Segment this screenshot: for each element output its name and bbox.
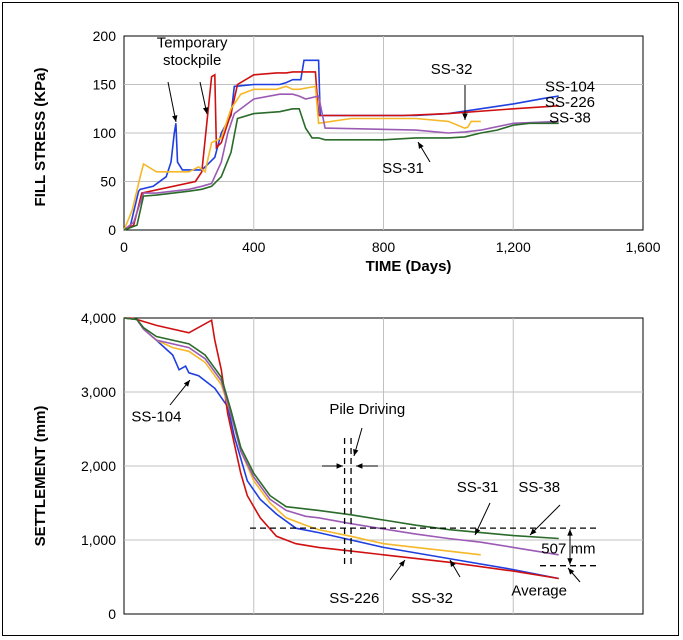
c1-x-tick-label: 800 [372,239,396,255]
ss31-leader-arrow-head [475,528,481,535]
chart2-gridlines [123,317,644,615]
chart1-x-axis-title: TIME (Days) [366,258,452,275]
chart2-tick-labels: 0 1,000 2,000 3,000 4,000 [81,310,116,622]
c1-y-tick-label: 150 [93,77,117,93]
c2-series-ss-31 [123,317,559,556]
c1-series-ss-32 [123,85,481,231]
chart2-reference-lines [250,438,597,567]
c1-series-ss-38 [123,108,559,231]
ss104-arrow-head [183,380,190,387]
chart2-annotations: SS-104 Pile Driving SS-31 SS-38 507 mm SS-226… [131,379,595,607]
c1-y-tick-label: 200 [93,28,117,44]
c2-annotation-ss-104: SS-104 [131,409,181,426]
pile-driving-arrow-left-head [336,463,343,469]
c1-x-tick-label: 1,200 [496,239,531,255]
c2-annotation-pile-driving: Pile Driving [329,401,405,418]
ss226-leader-arrow-head [398,560,405,567]
c2-y-tick-label: 4,000 [81,310,116,326]
chart1-series [123,59,559,231]
ss38-leader-arrow-head [530,528,537,535]
fill-stress-chart: 0 50 100 150 200 0 400 800 1,200 1,600 Temporarys… [32,28,661,275]
c1-x-tick-label: 1,600 [625,239,660,255]
stockpile-arrow-1-head [172,115,178,122]
c2-series-ss-104 [123,317,559,580]
c2-y-tick-label: 2,000 [81,458,116,474]
chart2-series [123,317,559,580]
c2-y-tick-label: 0 [108,606,116,622]
stockpile-arrow-1 [167,81,177,123]
c1-y-tick-label: 0 [108,222,116,238]
c2-y-tick-label: 1,000 [81,532,116,548]
c1-annotation-temporary: Temporary [157,35,228,52]
c1-annotation-stockpile: stockpile [163,52,221,69]
c1-annotation-ss-226: SS-226 [545,94,595,111]
c1-x-tick-label: 0 [120,239,128,255]
stockpile-arrow-2-head [202,107,209,114]
c2-series-ss-226 [124,317,559,580]
pile-driving-label-arrow-head [353,449,359,456]
c2-y-tick-label: 3,000 [81,384,116,400]
c2-annotation-average: Average [511,583,567,600]
dimension-arrow-top-head [567,529,573,536]
c2-annotation-ss-31: SS-31 [457,479,499,496]
c1-annotation-ss-32: SS-32 [431,61,473,78]
settlement-chart: 0 1,000 2,000 3,000 4,000 SS-104 Pile Driving… [32,310,644,622]
ss32-leader-arrow-head [450,560,456,567]
c2-series-ss-38 [123,317,559,540]
ss31-arrow-head [418,142,424,149]
c1-x-tick-label: 400 [242,239,266,255]
c1-series-ss-226 [123,71,559,231]
c1-y-tick-label: 100 [93,125,117,141]
average-leader-arrow-head [568,568,575,575]
c2-annotation-ss-38: SS-38 [518,479,560,496]
ss38-leader-arrow [529,504,561,536]
chart1-y-axis-title: FILL STRESS (KPa) [32,68,49,207]
c1-series-ss-31 [123,93,559,231]
c2-annotation-ss-32: SS-32 [411,590,453,607]
pile-driving-arrow-right-head [356,463,363,469]
c2-annotation-ss-226: SS-226 [329,590,379,607]
c1-annotation-ss-104: SS-104 [545,78,595,95]
c2-annotation-507-mm: 507 mm [541,540,595,557]
c1-annotation-ss-31: SS-31 [382,160,424,177]
chart1-tick-labels: 0 50 100 150 200 0 400 800 1,200 1,600 [93,28,661,255]
chart2-y-axis-title: SETTLEMENT (mm) [32,406,49,547]
c1-y-tick-label: 50 [100,174,116,190]
ss32-arrow-head [462,113,468,120]
dimension-arrow-bottom-head [567,558,573,565]
chart1-gridlines [123,35,644,231]
c1-annotation-ss-38: SS-38 [549,109,591,126]
